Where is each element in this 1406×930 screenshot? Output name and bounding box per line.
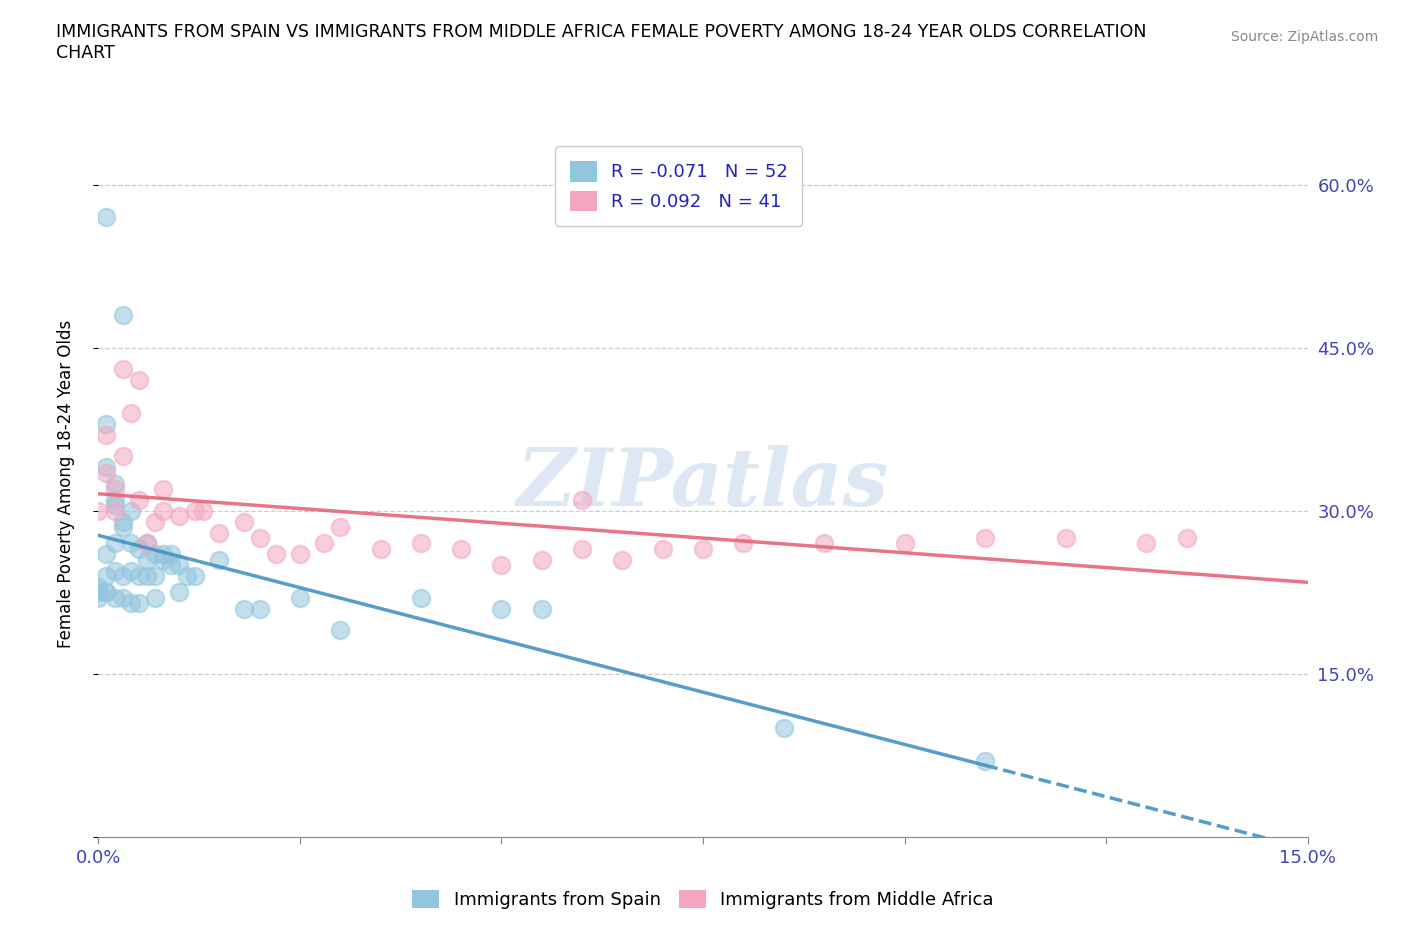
- Point: [111, 308, 134, 323]
- Point: [152, 552, 174, 567]
- Text: ZIPatlas: ZIPatlas: [517, 445, 889, 523]
- Text: IMMIGRANTS FROM SPAIN VS IMMIGRANTS FROM MIDDLE AFRICA FEMALE POVERTY AMONG 18-2: IMMIGRANTS FROM SPAIN VS IMMIGRANTS FROM…: [56, 23, 1147, 62]
- Point: [288, 591, 311, 605]
- Point: [409, 536, 432, 551]
- Point: [96, 427, 118, 442]
- Point: [1175, 530, 1198, 545]
- Point: [491, 601, 513, 616]
- Point: [128, 568, 150, 583]
- Point: [232, 601, 254, 616]
- Point: [1135, 536, 1157, 551]
- Point: [491, 558, 513, 573]
- Point: [893, 536, 915, 551]
- Point: [135, 552, 157, 567]
- Point: [87, 579, 110, 594]
- Point: [167, 509, 190, 524]
- Point: [450, 541, 472, 556]
- Point: [135, 568, 157, 583]
- Point: [143, 547, 166, 562]
- Point: [96, 568, 118, 583]
- Point: [167, 558, 190, 573]
- Point: [571, 541, 593, 556]
- Legend: R = -0.071   N = 52, R = 0.092   N = 41: R = -0.071 N = 52, R = 0.092 N = 41: [555, 146, 803, 226]
- Point: [288, 547, 311, 562]
- Point: [193, 503, 215, 518]
- Point: [184, 568, 207, 583]
- Point: [103, 498, 125, 512]
- Point: [96, 585, 118, 600]
- Legend: Immigrants from Spain, Immigrants from Middle Africa: Immigrants from Spain, Immigrants from M…: [405, 883, 1001, 916]
- Point: [96, 585, 118, 600]
- Point: [160, 558, 183, 573]
- Point: [96, 210, 118, 225]
- Point: [152, 482, 174, 497]
- Y-axis label: Female Poverty Among 18-24 Year Olds: Female Poverty Among 18-24 Year Olds: [56, 320, 75, 647]
- Point: [103, 591, 125, 605]
- Point: [1054, 530, 1077, 545]
- Point: [103, 482, 125, 497]
- Point: [232, 514, 254, 529]
- Point: [409, 591, 432, 605]
- Point: [111, 520, 134, 535]
- Point: [103, 564, 125, 578]
- Point: [111, 591, 134, 605]
- Point: [111, 449, 134, 464]
- Point: [111, 514, 134, 529]
- Point: [143, 568, 166, 583]
- Point: [530, 601, 553, 616]
- Point: [651, 541, 673, 556]
- Point: [87, 503, 110, 518]
- Point: [152, 503, 174, 518]
- Point: [87, 591, 110, 605]
- Point: [314, 536, 336, 551]
- Point: [120, 596, 142, 611]
- Point: [176, 568, 198, 583]
- Point: [128, 541, 150, 556]
- Point: [87, 585, 110, 600]
- Point: [143, 591, 166, 605]
- Point: [111, 568, 134, 583]
- Point: [103, 503, 125, 518]
- Point: [167, 585, 190, 600]
- Point: [111, 362, 134, 377]
- Point: [733, 536, 755, 551]
- Point: [249, 530, 271, 545]
- Point: [128, 373, 150, 388]
- Point: [160, 547, 183, 562]
- Point: [103, 536, 125, 551]
- Point: [120, 405, 142, 420]
- Text: Source: ZipAtlas.com: Source: ZipAtlas.com: [1230, 30, 1378, 44]
- Point: [96, 459, 118, 474]
- Point: [370, 541, 392, 556]
- Point: [120, 536, 142, 551]
- Point: [96, 547, 118, 562]
- Point: [128, 493, 150, 508]
- Point: [128, 596, 150, 611]
- Point: [184, 503, 207, 518]
- Point: [612, 552, 634, 567]
- Point: [96, 465, 118, 480]
- Point: [772, 721, 794, 736]
- Point: [152, 547, 174, 562]
- Point: [974, 753, 997, 768]
- Point: [974, 530, 997, 545]
- Point: [208, 525, 231, 540]
- Point: [571, 493, 593, 508]
- Point: [329, 520, 352, 535]
- Point: [208, 552, 231, 567]
- Point: [329, 623, 352, 638]
- Point: [264, 547, 287, 562]
- Point: [103, 476, 125, 491]
- Point: [120, 503, 142, 518]
- Point: [135, 536, 157, 551]
- Point: [692, 541, 714, 556]
- Point: [103, 493, 125, 508]
- Point: [530, 552, 553, 567]
- Point: [96, 417, 118, 432]
- Point: [813, 536, 835, 551]
- Point: [135, 536, 157, 551]
- Point: [249, 601, 271, 616]
- Point: [143, 514, 166, 529]
- Point: [120, 564, 142, 578]
